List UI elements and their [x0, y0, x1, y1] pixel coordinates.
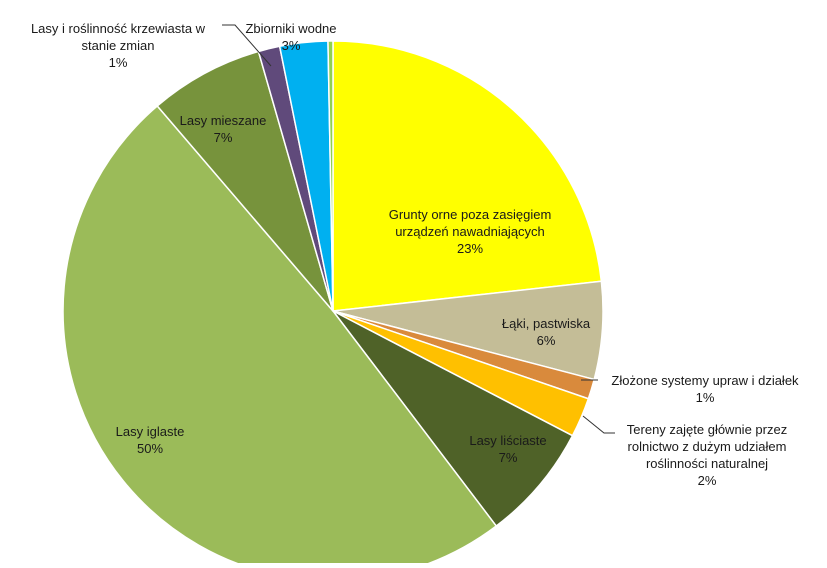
slice-labels: Grunty orne poza zasięgiem urządzeń nawad…	[31, 21, 799, 488]
slice-label-zlozone-systemy-upraw-i-dzialek: Złożone systemy upraw i działek 1%	[611, 373, 799, 405]
slice-label-tereny-zajete-glownie-przez: Tereny zajęte głównie przez rolnictwo z d…	[627, 422, 787, 488]
slice-label-line: Złożone systemy upraw i działek	[611, 373, 799, 388]
slice-label-line: 2%	[698, 473, 717, 488]
pie-slices	[62, 40, 604, 568]
slice-label-line: Łąki, pastwiska	[502, 316, 591, 331]
slice-label-line: urządzeń nawadniających	[395, 224, 545, 239]
slice-label-line: Lasy mieszane	[180, 113, 267, 128]
leader-line-tereny-zajete-glownie-przez	[582, 415, 615, 434]
slice-label-line: 7%	[214, 130, 233, 145]
slice-label-line: roślinności naturalnej	[646, 456, 768, 471]
leader-lines	[222, 24, 615, 434]
pie-slice-lasy-iglaste	[62, 105, 498, 568]
slice-label-line: Tereny zajęte głównie przez	[627, 422, 787, 437]
slice-label-line: Grunty orne poza zasięgiem	[389, 207, 552, 222]
slice-label-line: 3%	[282, 38, 301, 53]
slice-label-line: 1%	[109, 55, 128, 70]
slice-label-lasy-iglaste: Lasy iglaste 50%	[116, 424, 185, 456]
pie-slice-unlabeled	[327, 40, 334, 312]
slice-label-line: 50%	[137, 441, 163, 456]
pie-slice-lasy-lisciaste	[332, 310, 574, 527]
slice-label-line: 1%	[696, 390, 715, 405]
slice-label-line: Zbiorniki wodne	[245, 21, 336, 36]
slice-label-laki-pastwiska: Łąki, pastwiska 6%	[502, 316, 591, 348]
slice-label-zbiorniki-wodne: Zbiorniki wodne 3%	[245, 21, 336, 53]
leader-line-lasy-i-roslinnosc-krzewiasta-w	[222, 24, 272, 67]
slice-label-grunty-orne-poza-zasiegiem: Grunty orne poza zasięgiem urządzeń nawad…	[389, 207, 552, 256]
slice-label-line: rolnictwo z dużym udziałem	[628, 439, 787, 454]
slice-label-lasy-mieszane: Lasy mieszane 7%	[180, 113, 267, 145]
slice-label-line: stanie zmian	[82, 38, 155, 53]
slice-label-line: Lasy i roślinność krzewiasta w	[31, 21, 206, 36]
pie-slice-grunty-orne-poza-zasiegiem	[332, 40, 603, 312]
slice-label-lasy-i-roslinnosc-krzewiasta-w: Lasy i roślinność krzewiasta w stanie zmi…	[31, 21, 206, 70]
pie-slice-lasy-mieszane	[156, 50, 334, 312]
slice-label-line: 6%	[537, 333, 556, 348]
slice-label-line: 23%	[457, 241, 483, 256]
slice-label-line: Lasy liściaste	[469, 433, 546, 448]
slice-label-line: Lasy iglaste	[116, 424, 185, 439]
slice-label-line: 7%	[499, 450, 518, 465]
slice-label-lasy-lisciaste: Lasy liściaste 7%	[469, 433, 546, 465]
